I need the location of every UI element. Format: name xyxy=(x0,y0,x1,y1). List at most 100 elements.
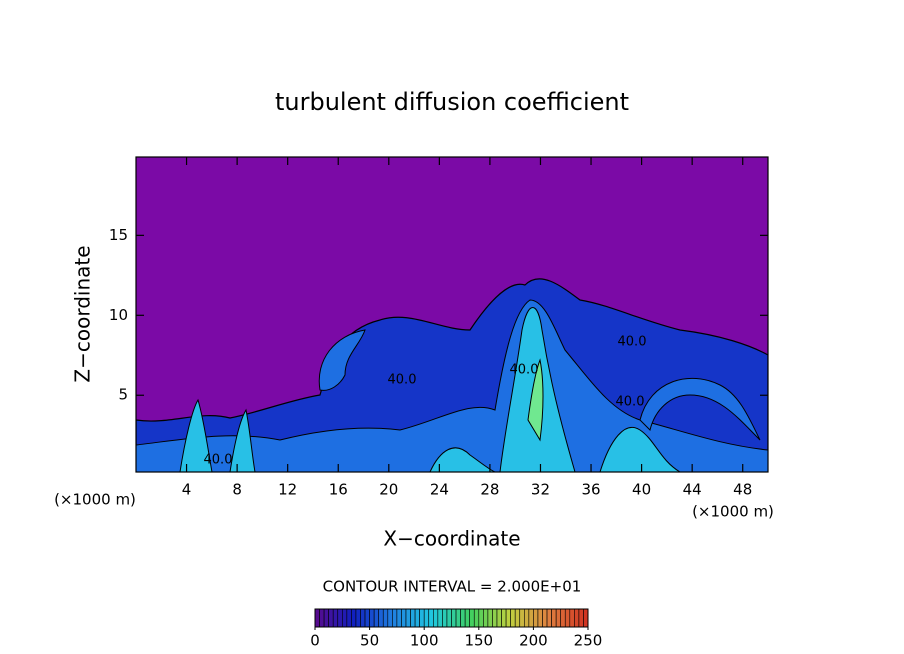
colorbar-cell xyxy=(551,608,557,628)
colorbar-cell xyxy=(564,608,571,628)
chart-title: turbulent diffusion coefficient xyxy=(275,88,629,116)
x-axis-label: X−coordinate xyxy=(383,527,520,551)
x-tick-label: 8 xyxy=(232,481,242,499)
colorbar-cell xyxy=(473,608,480,628)
colorbar-tick-label: 0 xyxy=(310,632,320,650)
colorbar-cell xyxy=(405,608,411,628)
colorbar-cell xyxy=(501,608,507,628)
field-region xyxy=(429,447,496,472)
colorbar-cell xyxy=(460,608,466,628)
x-unit-label: (×1000 m) xyxy=(692,503,774,521)
colorbar-tick-label: 150 xyxy=(464,632,493,650)
colorbar-cell xyxy=(496,608,502,628)
colorbar-cell xyxy=(519,608,525,628)
colorbar-cell xyxy=(364,608,370,628)
colorbar-cell xyxy=(446,608,452,628)
colorbar-cell xyxy=(392,608,398,628)
field-region xyxy=(179,398,256,472)
colorbar-cell xyxy=(428,608,434,628)
x-unit-label: (×1000 m) xyxy=(54,491,136,509)
x-tick-label: 48 xyxy=(733,481,752,499)
colorbar-cell xyxy=(492,608,498,628)
contour-interval: CONTOUR INTERVAL = 2.000E+01 xyxy=(323,578,582,596)
colorbar-cell xyxy=(323,608,329,628)
colorbar-cell xyxy=(373,608,379,628)
y-tick-label: 10 xyxy=(109,306,128,324)
colorbar-cell xyxy=(332,608,339,628)
colorbar-cell xyxy=(555,608,562,628)
x-tick-label: 28 xyxy=(480,481,499,499)
contour-label: 40.0 xyxy=(616,395,645,410)
colorbar-tick-label: 250 xyxy=(574,632,603,650)
colorbar-cell xyxy=(419,608,425,628)
y-tick-label: 5 xyxy=(118,386,128,404)
colorbar-cell xyxy=(546,608,552,628)
colorbar-cell xyxy=(328,608,334,628)
colorbar-cell xyxy=(410,608,416,628)
colorbar-cell xyxy=(442,608,448,628)
field xyxy=(136,278,768,472)
field-region xyxy=(318,329,366,391)
colorbar-cell xyxy=(542,608,548,628)
colorbar-cell xyxy=(510,608,516,628)
colorbar-cell xyxy=(423,608,430,628)
colorbar-cell xyxy=(378,608,384,628)
colorbar-tick-label: 100 xyxy=(410,632,439,650)
contour-labels: 40.0 40.0 40.0 40.0 40.0 xyxy=(204,335,647,468)
colorbar-cell xyxy=(432,608,439,628)
field-region xyxy=(527,358,544,442)
colorbar-cell xyxy=(583,608,589,628)
colorbar-cell xyxy=(319,608,325,628)
colorbar-frame xyxy=(314,608,589,628)
colorbar-cell xyxy=(569,608,575,628)
contour-label: 40.0 xyxy=(510,363,539,378)
x-tick-label: 40 xyxy=(632,481,651,499)
colorbar-cell xyxy=(523,608,530,628)
plot-frame xyxy=(135,156,769,473)
colorbar-cell xyxy=(346,608,352,628)
colorbar-cell xyxy=(414,608,420,628)
x-tick-label: 12 xyxy=(278,481,297,499)
x-tick-label: 16 xyxy=(329,481,348,499)
x-tick-label: 20 xyxy=(379,481,398,499)
y-tick-label: 15 xyxy=(109,226,128,244)
contour-label: 40.0 xyxy=(618,335,647,350)
colorbar-tick-label: 200 xyxy=(519,632,548,650)
colorbar: 0 50 100 150 200 250 xyxy=(310,608,603,650)
colorbar-cell xyxy=(360,608,366,628)
x-tick-label: 24 xyxy=(430,481,449,499)
colorbar-cell xyxy=(483,608,489,628)
colorbar-cell xyxy=(341,608,348,628)
colorbar-cell xyxy=(469,608,475,628)
x-tick-label: 4 xyxy=(182,481,192,499)
x-tick-label: 36 xyxy=(581,481,600,499)
colorbar-cell xyxy=(351,608,357,628)
colorbar-cell xyxy=(455,608,461,628)
colorbar-cell xyxy=(478,608,484,628)
colorbar-cell xyxy=(578,608,584,628)
colorbar-cell xyxy=(401,608,407,628)
colorbar-cell xyxy=(514,608,521,628)
colorbar-tick-label: 50 xyxy=(360,632,379,650)
colorbar-cell xyxy=(396,608,402,628)
colorbar-cell xyxy=(560,608,566,628)
colorbar-cell xyxy=(537,608,543,628)
colorbar-cell xyxy=(437,608,443,628)
colorbar-cell xyxy=(487,608,493,628)
contour-label: 40.0 xyxy=(388,373,417,388)
colorbar-cell xyxy=(464,608,470,628)
colorbar-cell xyxy=(355,608,361,628)
field-region xyxy=(599,427,681,472)
colorbar-cell xyxy=(451,608,457,628)
x-tick-label: 44 xyxy=(683,481,702,499)
colorbar-cell xyxy=(528,608,534,628)
y-axis-label: Z−coordinate xyxy=(71,245,95,382)
colorbar-cell xyxy=(387,608,393,628)
field-region xyxy=(639,377,761,441)
colorbar-cell xyxy=(574,608,580,628)
contour-label: 40.0 xyxy=(204,453,233,468)
colorbar-cell xyxy=(505,608,511,628)
colorbar-cell xyxy=(533,608,539,628)
